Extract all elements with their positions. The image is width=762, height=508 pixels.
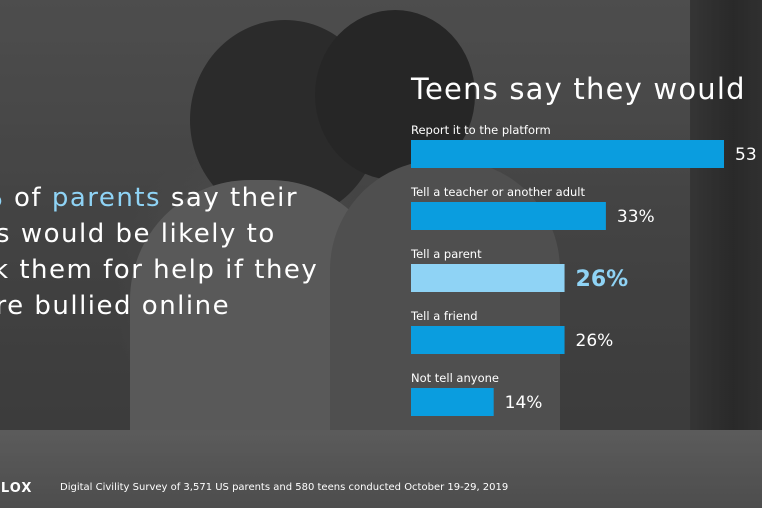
stat-word: of — [13, 183, 43, 213]
value-label: 14% — [505, 393, 543, 413]
stat-line-1-rest: say their — [170, 183, 299, 213]
stat-line-2: ds would be likely to — [0, 219, 276, 249]
category-label: Report it to the platform — [411, 123, 551, 137]
bar — [411, 202, 606, 230]
category-label: Tell a teacher or another adult — [410, 185, 585, 199]
chart-title: Teens say they would — [411, 72, 746, 106]
stat-highlight-parents: parents — [51, 183, 162, 213]
roblox-logo: BLOX — [0, 481, 33, 496]
bar — [411, 264, 565, 292]
survey-source-note: Digital Civility Survey of 3,571 US pare… — [60, 482, 509, 493]
stat-line-3: sk them for help if they — [0, 255, 319, 285]
category-label: Tell a friend — [410, 309, 478, 323]
bar — [411, 326, 565, 354]
parents-stat-text: % of parents say their ds would be likel… — [0, 180, 378, 324]
value-label: 26% — [576, 331, 614, 351]
bar — [411, 140, 724, 168]
stat-percent: % — [0, 183, 4, 213]
value-label: 53 — [735, 145, 757, 165]
background-window — [690, 0, 762, 470]
stat-line-1: % of parents say their — [0, 180, 378, 216]
category-label: Not tell anyone — [411, 371, 499, 385]
value-label: 26% — [576, 267, 629, 292]
value-label: 33% — [617, 207, 655, 227]
stat-line-4: ere bullied online — [0, 291, 231, 321]
bar — [411, 388, 494, 416]
background-bed — [0, 430, 762, 508]
category-label: Tell a parent — [410, 247, 482, 261]
